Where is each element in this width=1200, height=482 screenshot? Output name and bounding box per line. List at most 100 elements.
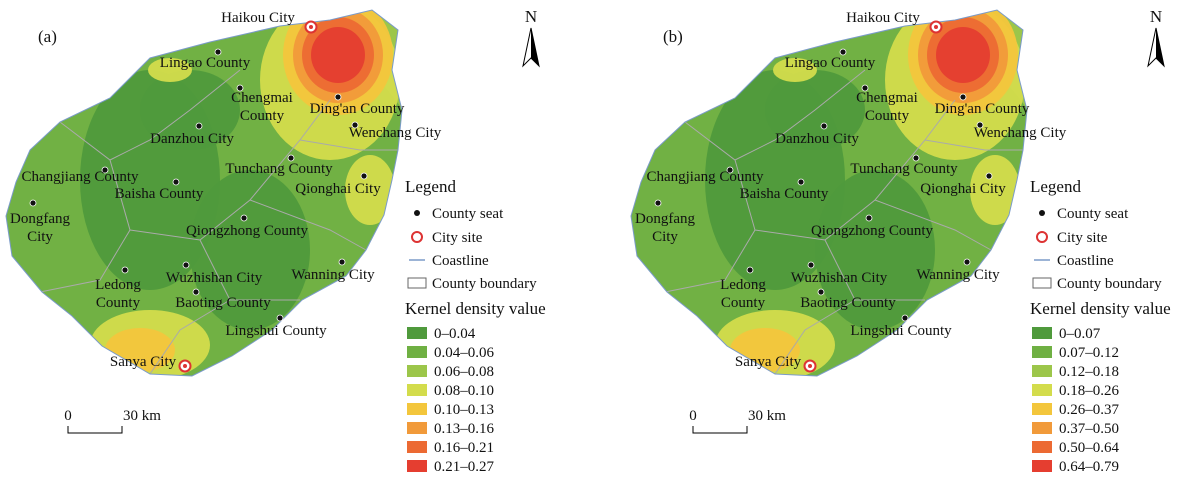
density-range: 0.10–0.13: [434, 402, 494, 418]
scale-bar: [692, 426, 748, 434]
county-seat: [240, 214, 248, 222]
density-swatch: [407, 346, 427, 358]
place-label: Wuzhishan City: [166, 270, 263, 286]
density-swatch: [1032, 346, 1052, 358]
density-range: 0–0.04: [434, 326, 476, 342]
density-swatch: [407, 384, 427, 396]
coastline: [630, 9, 1028, 377]
density-swatch: [1032, 327, 1052, 339]
place-label: Baoting County: [175, 295, 271, 311]
county-seat: [726, 166, 734, 174]
legend-item: County boundary: [1057, 276, 1162, 292]
county-seat: [334, 93, 342, 101]
place-label: Changjiang County: [646, 169, 764, 185]
place-label: Lingshui County: [850, 323, 952, 339]
county-seat: [192, 288, 200, 296]
place-label: County: [96, 295, 141, 311]
place-label: County: [240, 108, 285, 124]
place-label: Wenchang City: [974, 125, 1067, 141]
county-seat: [820, 122, 828, 130]
county-seat: [101, 166, 109, 174]
legend-item: City site: [1057, 230, 1108, 246]
legend-city-site: [411, 231, 423, 243]
place-label: Baisha County: [740, 186, 829, 202]
density-zone: [970, 155, 1020, 225]
county-seat: [817, 288, 825, 296]
legend-boundary: [1032, 277, 1052, 289]
place-label: Dongfang: [635, 211, 695, 227]
city-site-dot: [808, 364, 812, 368]
county-seat: [959, 93, 967, 101]
place-label: Wanning City: [291, 267, 375, 283]
density-swatch: [407, 460, 427, 472]
county-seat: [172, 178, 180, 186]
county-seat: [797, 178, 805, 186]
legend-boundary: [407, 277, 427, 289]
density-range: 0–0.07: [1059, 326, 1101, 342]
place-label: Chengmai: [231, 90, 293, 106]
place-label: Haikou City: [846, 10, 920, 26]
density-swatch: [1032, 460, 1052, 472]
place-label: Ding'an County: [310, 101, 405, 117]
density-zone: [936, 27, 990, 83]
density-zone: [190, 170, 310, 330]
density-range: 0.04–0.06: [434, 345, 495, 361]
place-label: Ledong: [720, 277, 766, 293]
county-seat: [121, 266, 129, 274]
density-title: Kernel density value: [405, 299, 546, 318]
county-seat: [29, 199, 37, 207]
legend-title: Legend: [405, 177, 456, 196]
density-zone: [148, 58, 192, 82]
place-label: Danzhou City: [775, 131, 859, 147]
place-label: Qionghai City: [920, 181, 1006, 197]
place-label: Tunchang County: [850, 161, 958, 177]
density-range: 0.64–0.79: [1059, 459, 1119, 475]
place-label: Ding'an County: [935, 101, 1030, 117]
place-label: Dongfang: [10, 211, 70, 227]
density-range: 0.18–0.26: [1059, 383, 1120, 399]
county-seat: [901, 314, 909, 322]
place-label: Lingao County: [785, 55, 876, 71]
city-site-dot: [309, 25, 313, 29]
north-arrow-half: [1156, 28, 1164, 66]
legend-item: County boundary: [432, 276, 537, 292]
city-site-dot: [934, 25, 938, 29]
density-range: 0.06–0.08: [434, 364, 494, 380]
scale-zero: 0: [689, 408, 697, 424]
place-label: Sanya City: [735, 354, 802, 370]
place-label: Lingshui County: [225, 323, 327, 339]
density-swatch: [1032, 441, 1052, 453]
place-label: City: [652, 229, 678, 245]
scale-zero: 0: [64, 408, 72, 424]
county-seat: [865, 214, 873, 222]
map-panel: (b) N Haikou City Lingao County Chengmai Coun…: [630, 7, 1171, 475]
county-boundary: [664, 69, 1023, 375]
north-arrow-half: [531, 28, 539, 66]
county-seat: [360, 172, 368, 180]
scale-bar: [67, 426, 123, 434]
density-zone: [345, 155, 395, 225]
coastline: [5, 9, 403, 377]
place-label: County: [865, 108, 910, 124]
place-label: City: [27, 229, 53, 245]
density-swatch: [407, 422, 427, 434]
county-seat: [195, 122, 203, 130]
north-label: N: [1150, 7, 1162, 26]
county-seat: [182, 261, 190, 269]
density-zone: [311, 27, 365, 83]
density-swatch: [1032, 403, 1052, 415]
density-title: Kernel density value: [1030, 299, 1171, 318]
place-label: Haikou City: [221, 10, 295, 26]
legend-city-site: [1036, 231, 1048, 243]
legend-item: City site: [432, 230, 483, 246]
scale-distance: 30 km: [123, 408, 161, 424]
scale-distance: 30 km: [748, 408, 786, 424]
density-zone: [773, 58, 817, 82]
density-range: 0.50–0.64: [1059, 440, 1120, 456]
county-seat: [912, 154, 920, 162]
county-seat: [839, 48, 847, 56]
density-range: 0.08–0.10: [434, 383, 494, 399]
density-range: 0.21–0.27: [434, 459, 495, 475]
place-label: Chengmai: [856, 90, 918, 106]
place-label: Qionghai City: [295, 181, 381, 197]
